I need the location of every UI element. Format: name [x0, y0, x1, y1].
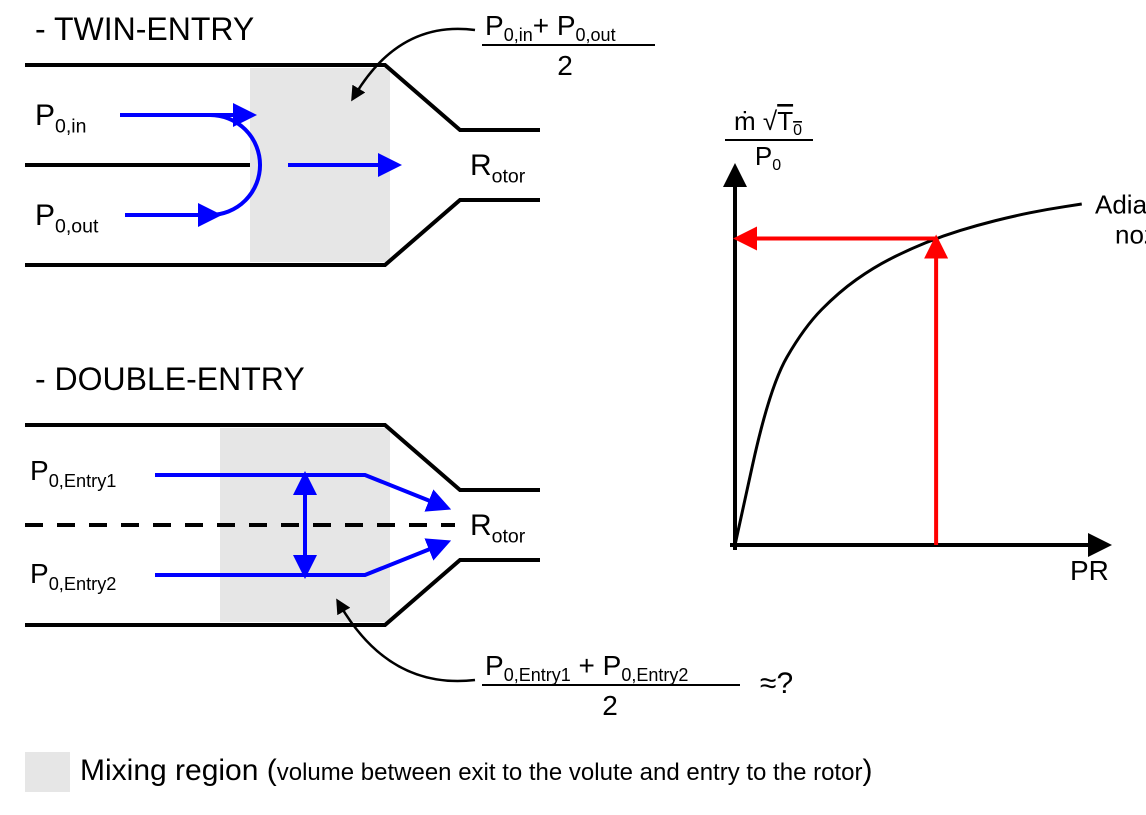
p0-entry2-label: P0,Entry2	[30, 558, 116, 594]
twin-entry-title: - TWIN-ENTRY	[35, 11, 254, 47]
chart-y-denominator: P0	[755, 141, 781, 174]
chart-y-numerator: ṁ √T0	[734, 106, 802, 139]
double-formula-den: 2	[602, 690, 618, 721]
twin-formula-den: 2	[557, 50, 573, 81]
double-formula-numerator: P0,Entry1 + P0,Entry2	[485, 650, 688, 685]
double-entry-title: - DOUBLE-ENTRY	[35, 361, 305, 397]
double-formula-approx: ≈?	[760, 667, 793, 700]
chart-curve-label1: Adiabatic	[1095, 189, 1146, 219]
chart-x-label: PR	[1070, 555, 1109, 586]
chart-curve-label2: nozzle	[1115, 219, 1146, 249]
p0-out-label: P0,out	[35, 199, 99, 238]
p0-in-label: P0,in	[35, 99, 86, 138]
rotor-label-twin: Rotor	[470, 149, 526, 188]
adiabatic-nozzle-curve	[735, 204, 1082, 545]
legend-swatch	[25, 752, 70, 792]
p0-entry1-label: P0,Entry1	[30, 455, 116, 491]
legend-text: Mixing region (volume between exit to th…	[80, 754, 872, 787]
rotor-label-double: Rotor	[470, 509, 526, 548]
twin-formula-numerator: P0,in+ P0,out	[485, 10, 616, 45]
